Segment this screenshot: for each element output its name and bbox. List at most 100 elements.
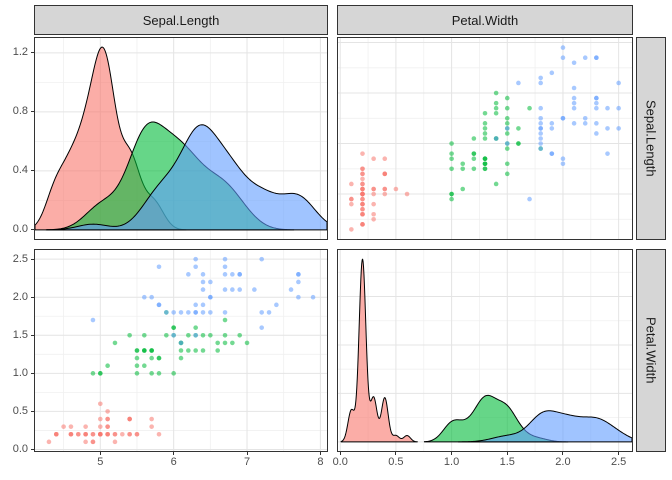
- data-point: [360, 211, 365, 217]
- y-tick-label: 2.5: [12, 252, 28, 265]
- x-tick-label: 7: [243, 456, 251, 468]
- data-point: [482, 121, 488, 126]
- data-point: [538, 126, 543, 131]
- data-point: [149, 424, 154, 429]
- tick-mark: [395, 452, 397, 455]
- data-point: [605, 126, 610, 131]
- data-point: [594, 55, 599, 60]
- y-tick-label: 0.0: [12, 442, 28, 455]
- data-point: [360, 166, 365, 172]
- data-point: [259, 310, 264, 315]
- data-point: [200, 310, 206, 315]
- data-point: [120, 431, 125, 437]
- data-point: [538, 136, 543, 141]
- data-point: [449, 156, 454, 161]
- y-tick-label: 0.5: [12, 404, 28, 417]
- data-point: [98, 416, 103, 422]
- data-point: [259, 325, 264, 330]
- data-point: [193, 302, 198, 308]
- data-point: [560, 116, 566, 121]
- data-point: [605, 151, 610, 156]
- density-curve-virginica: [457, 410, 632, 443]
- y-tick-label: 1.2: [12, 46, 28, 59]
- data-point: [527, 196, 532, 202]
- data-point: [538, 121, 543, 126]
- data-point: [186, 332, 191, 338]
- data-point: [230, 340, 235, 346]
- data-point: [549, 151, 555, 156]
- data-point: [549, 70, 555, 76]
- tick-mark: [31, 334, 34, 336]
- data-point: [112, 439, 118, 445]
- data-point: [200, 279, 206, 285]
- column-strip-petal-width: Petal.Width: [337, 5, 633, 35]
- data-point: [460, 186, 466, 192]
- data-point: [571, 121, 577, 126]
- data-point: [504, 161, 510, 167]
- tick-mark: [173, 452, 175, 455]
- data-point: [516, 141, 521, 146]
- data-point: [482, 126, 488, 131]
- data-point: [504, 146, 510, 151]
- data-point: [156, 371, 162, 376]
- data-point: [252, 287, 257, 292]
- data-point: [605, 105, 610, 111]
- data-point: [482, 136, 488, 141]
- data-point: [471, 151, 477, 156]
- density-curve-setosa: [340, 258, 418, 443]
- data-point: [98, 424, 103, 429]
- y-tick-label: 0.8: [12, 105, 28, 118]
- data-point: [237, 272, 242, 277]
- tick-mark: [31, 52, 34, 54]
- data-point: [112, 431, 118, 437]
- tick-mark: [31, 229, 34, 231]
- data-point: [571, 95, 577, 101]
- data-point: [538, 146, 543, 151]
- data-point: [471, 166, 477, 172]
- x-tick-label: 1.0: [443, 456, 460, 468]
- y-tick-label: 1.5: [12, 328, 28, 341]
- data-point: [296, 294, 301, 300]
- data-point: [616, 80, 621, 86]
- tick-mark: [31, 296, 34, 298]
- data-point: [112, 340, 118, 346]
- column-strip-label-sepal-length: Sepal.Length: [142, 12, 220, 28]
- data-point: [482, 166, 488, 172]
- data-point: [560, 45, 566, 50]
- data-point: [222, 272, 228, 277]
- data-point: [382, 171, 388, 177]
- data-point: [538, 75, 543, 81]
- data-point: [90, 317, 96, 323]
- data-point: [83, 431, 88, 437]
- data-point: [200, 348, 206, 353]
- data-point: [134, 363, 140, 369]
- data-point: [460, 161, 466, 167]
- panel-scatter-sepallength-vs-petalwidth: [34, 249, 328, 452]
- data-point: [360, 176, 365, 182]
- panel-canvas: [35, 38, 327, 239]
- data-point: [382, 186, 388, 192]
- x-tick-label: 0.0: [332, 456, 348, 468]
- y-tick-label: 1.0: [12, 366, 28, 379]
- row-strip-sepal-length: Sepal.Length: [636, 37, 666, 240]
- tick-mark: [451, 452, 453, 455]
- data-point: [504, 126, 510, 131]
- data-point: [83, 439, 88, 445]
- data-point: [571, 60, 577, 66]
- data-point: [482, 156, 488, 161]
- data-point: [222, 256, 228, 262]
- data-point: [594, 100, 599, 106]
- data-point: [75, 431, 81, 437]
- row-strip-label-sepal-length: Sepal.Length: [643, 100, 659, 177]
- data-point: [186, 348, 191, 353]
- data-point: [538, 80, 543, 86]
- data-point: [164, 310, 169, 315]
- panel-density-sepal-length: [34, 37, 328, 240]
- data-point: [616, 126, 621, 131]
- data-point: [178, 348, 184, 353]
- data-point: [200, 332, 206, 338]
- data-point: [46, 439, 52, 445]
- data-point: [215, 348, 220, 353]
- data-point: [230, 272, 235, 277]
- data-point: [594, 121, 599, 126]
